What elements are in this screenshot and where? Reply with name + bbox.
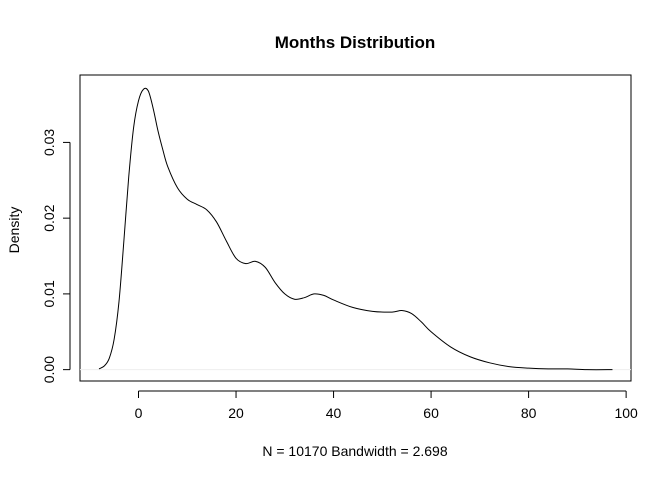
x-tick-label: 20 xyxy=(228,405,244,421)
x-tick-label: 60 xyxy=(423,405,439,421)
x-tick-label: 100 xyxy=(614,405,638,421)
x-tick-label: 40 xyxy=(326,405,342,421)
y-tick-label: 0.01 xyxy=(41,280,57,307)
x-axis-label: N = 10170 Bandwidth = 2.698 xyxy=(262,443,447,459)
y-tick-label: 0.02 xyxy=(41,204,57,231)
x-axis: 0 20 40 60 80 100 xyxy=(135,390,638,421)
y-tick-label: 0.03 xyxy=(41,129,57,156)
x-tick-label: 80 xyxy=(521,405,537,421)
density-curve xyxy=(98,87,613,371)
x-tick-label: 0 xyxy=(135,405,143,421)
plot-box xyxy=(79,74,632,382)
chart-title: Months Distribution xyxy=(275,33,436,52)
y-axis: 0.00 0.01 0.02 0.03 xyxy=(41,129,71,383)
y-tick-label: 0.00 xyxy=(41,356,57,383)
y-axis-label: Density xyxy=(6,207,22,254)
